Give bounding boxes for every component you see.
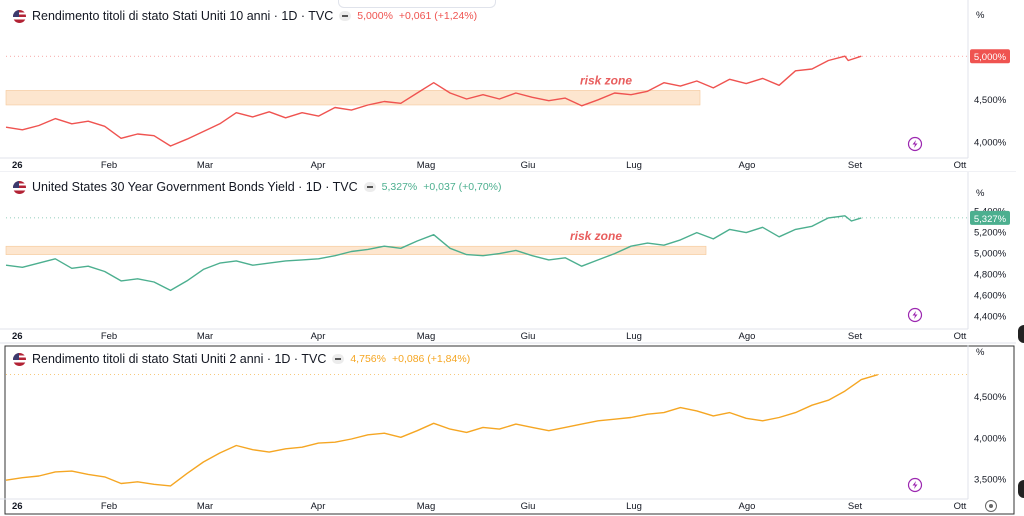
x-tick-label: Apr	[311, 331, 326, 342]
series-title: United States 30 Year Government Bonds Y…	[32, 180, 358, 194]
unit-label: %	[976, 188, 985, 199]
y-tick-label: 4,800%	[974, 270, 1007, 281]
settings-gear-icon[interactable]	[985, 500, 997, 512]
x-tick-label: Apr	[311, 160, 326, 171]
lightning-glyph	[912, 140, 918, 148]
last-value-badge	[970, 210, 1010, 225]
last-value-badge	[970, 49, 1010, 64]
x-tick-label: 26	[12, 160, 23, 171]
series-last-value: 4,756%	[350, 353, 386, 365]
x-tick-label: Ott	[954, 501, 967, 512]
series-last-value: 5,000%	[357, 10, 393, 22]
x-tick-label: Feb	[101, 501, 117, 512]
y-tick-label: 4,400%	[974, 312, 1007, 323]
x-tick-label: Mar	[197, 331, 213, 342]
series-change: +0,061 (+1,24%)	[398, 10, 478, 22]
x-tick-label: Mar	[197, 501, 213, 512]
pane-frame	[4, 345, 1015, 515]
x-tick-label: 26	[12, 331, 23, 342]
x-tick-label: Giu	[521, 501, 536, 512]
x-tick-label: Mag	[417, 160, 435, 171]
y-tick-label: 4,600%	[974, 291, 1007, 302]
y-tick-label: 5,000%	[974, 249, 1007, 260]
y-tick-label: 3,500%	[974, 475, 1007, 486]
y-tick-label: 5,200%	[974, 228, 1007, 239]
x-tick-label: Mag	[417, 501, 435, 512]
x-tick-label: Lug	[626, 160, 642, 171]
x-tick-label: Giu	[521, 160, 536, 171]
chart-pane-10y: risk zone 4,500% 4,000%% 26 Feb Mar Apr Mag Giu L…	[0, 0, 1016, 172]
y-tick-label: 4,500%	[974, 95, 1007, 106]
x-tick-label: Ago	[739, 331, 756, 342]
unit-label: %	[976, 347, 985, 358]
drawing-toolbar[interactable]	[338, 0, 496, 8]
series-title: Rendimento titoli di stato Stati Uniti 2…	[32, 352, 327, 366]
series-change: +0,086 (+1,84%)	[391, 353, 471, 365]
us-flag-icon	[13, 9, 26, 23]
chart-svg-30y[interactable]: risk zone5,400%5,200%5,000%4,800%4,600%4…	[0, 172, 1016, 345]
x-tick-label: Set	[848, 501, 863, 512]
last-value-badge-text: 5,327%	[974, 214, 1007, 225]
lightning-glyph	[912, 481, 918, 489]
series-title: Rendimento titoli di stato Stati Uniti 1…	[32, 9, 334, 23]
y-tick-label: 4,000%	[974, 138, 1007, 149]
us-flag-icon	[13, 352, 26, 366]
x-tick-label: Feb	[101, 331, 117, 342]
chart-pane-2y: 4,500% 4,000% 3,500%% 26 Feb Mar Apr Mag Giu Lug A…	[0, 345, 1016, 516]
x-tick-label: Lug	[626, 501, 642, 512]
risk-zone-label: risk zone	[580, 73, 632, 87]
x-tick-label: Lug	[626, 331, 642, 342]
chart-svg-2y[interactable]: 4,500% 4,000% 3,500%% 26 Feb Mar Apr Mag Giu Lug A…	[0, 345, 1016, 516]
chart-svg-10y[interactable]: risk zone 4,500% 4,000%% 26 Feb Mar Apr Mag Giu L…	[0, 0, 1016, 172]
x-tick-label: 26	[12, 501, 23, 512]
lightning-glyph	[912, 311, 918, 319]
series-last-value: 5,327%	[381, 181, 418, 193]
side-panel-handle[interactable]	[1018, 480, 1024, 498]
x-tick-label: Apr	[311, 501, 326, 512]
x-tick-label: Set	[848, 331, 863, 342]
unit-label: %	[976, 10, 985, 21]
x-tick-label: Ott	[954, 331, 967, 342]
y-tick-label: 4,000%	[974, 433, 1007, 444]
risk-zone-box[interactable]	[5, 90, 701, 106]
series-header-10y: Rendimento titoli di stato Stati Uniti 1…	[13, 9, 477, 23]
series-line[interactable]	[5, 374, 878, 487]
us-flag-icon	[13, 180, 26, 194]
last-value-badge-text: 5,000%	[974, 52, 1007, 63]
visibility-toggle-icon[interactable]	[363, 182, 376, 192]
x-tick-label: Mag	[417, 331, 435, 342]
y-tick-label: 4,500%	[974, 392, 1007, 403]
x-tick-label: Set	[848, 160, 863, 171]
x-tick-label: Mar	[197, 160, 213, 171]
x-tick-label: Giu	[521, 331, 536, 342]
visibility-toggle-icon[interactable]	[339, 11, 352, 21]
x-tick-label: Ago	[739, 160, 756, 171]
series-header-2y: Rendimento titoli di stato Stati Uniti 2…	[13, 352, 470, 366]
risk-zone-label: risk zone	[570, 229, 622, 243]
side-panel-handle[interactable]	[1018, 325, 1024, 343]
x-tick-label: Ott	[954, 160, 967, 171]
series-change: +0,037 (+0,70%)	[423, 181, 502, 193]
chart-pane-30y: risk zone5,400%5,200%5,000%4,800%4,600%4…	[0, 172, 1016, 345]
x-tick-label: Ago	[739, 501, 756, 512]
series-line[interactable]	[5, 215, 862, 292]
visibility-toggle-icon[interactable]	[332, 354, 345, 364]
series-line[interactable]	[5, 55, 862, 147]
series-header-30y: United States 30 Year Government Bonds Y…	[13, 180, 502, 194]
x-tick-label: Feb	[101, 160, 117, 171]
